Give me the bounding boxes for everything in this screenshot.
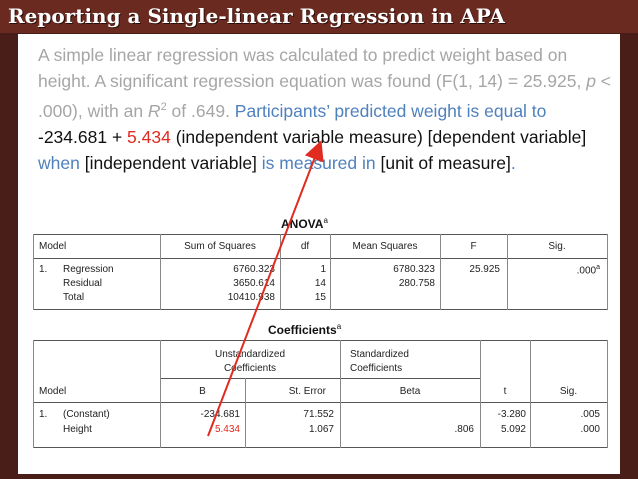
anova-sig-sup: a [596, 264, 600, 271]
anova-row-label: Residual [63, 278, 102, 289]
coef-header-beta: Beta [399, 386, 421, 397]
anova-cell-df: 14 [314, 278, 326, 289]
coef-cell-t: -3.280 [497, 409, 526, 420]
coef-group-unstd-1: Unstandardized [214, 349, 286, 360]
para-black-4: [unit of measure] [375, 152, 511, 173]
coef-group-unstd-2: Coefficients [223, 363, 277, 374]
coefficients-table: Unstandardized Coefficients Standardized… [33, 340, 608, 448]
coefficients-title-text: Coefficients [268, 323, 337, 337]
slide-panel: A simple linear regression was calculate… [18, 34, 620, 474]
para-text-1: A simple linear regression was calculate… [38, 45, 587, 91]
para-r-sup: 2 [160, 101, 167, 113]
coef-header-sig: Sig. [559, 386, 578, 397]
arrow-line [207, 140, 324, 437]
anova-cell-ss: 10410.938 [227, 292, 275, 303]
coef-cell-b-highlight: 5.434 [214, 424, 240, 435]
para-blue-2: when [38, 152, 80, 173]
slide-title: Reporting a Single-linear Regression in … [8, 4, 505, 28]
coef-header-model: Model [39, 386, 67, 397]
anova-cell-ms: 280.758 [398, 278, 435, 289]
coef-row-label: (Constant) [63, 409, 110, 420]
anova-header-ms: Mean Squares [352, 241, 418, 252]
anova-cell-sig: .000a [577, 264, 600, 276]
anova-cell-ms: 6780.323 [393, 264, 435, 275]
anova-cell-df: 1 [320, 264, 326, 275]
para-blue-4: . [510, 152, 516, 173]
para-text-3: of .649. [166, 100, 235, 121]
coef-header-t: t [503, 386, 507, 397]
summary-paragraph: A simple linear regression was calculate… [38, 42, 614, 176]
coef-cell-b: -234.681 [200, 409, 240, 420]
anova-header-ss: Sum of Squares [184, 241, 256, 252]
coef-cell-se: 71.552 [303, 409, 334, 420]
anova-cell-ss: 3650.614 [233, 278, 275, 289]
para-black-3: [independent variable] [79, 152, 262, 173]
para-blue-3: is measured in [261, 152, 376, 173]
highlight-arrow [207, 140, 324, 437]
coef-cell-se: 1.067 [308, 424, 334, 435]
anova-header-sig: Sig. [548, 241, 566, 252]
coef-cell-t: 5.092 [500, 424, 526, 435]
para-black-2: (independent variable measure) [dependen… [170, 126, 587, 147]
anova-row-label: Regression [63, 264, 114, 275]
anova-header-f: F [470, 241, 477, 252]
anova-header-df: df [300, 241, 310, 252]
anova-cell-df: 15 [314, 292, 326, 303]
coef-header-se: St. Error [288, 386, 326, 397]
anova-row-label: Total [63, 292, 85, 303]
coef-cell-sig: .000 [580, 424, 600, 435]
anova-cell-f: 25.925 [469, 264, 500, 275]
para-blue-1: Participants’ predicted weight is equal … [234, 100, 547, 121]
para-p-symbol: p [586, 71, 596, 91]
coef-header-b: B [199, 386, 206, 397]
coef-cell-sig: .005 [580, 409, 600, 420]
para-coef-highlight: 5.434 [127, 126, 171, 147]
anova-table: Model Sum of Squares df Mean Squares F S… [33, 234, 608, 310]
anova-title-sup: a [323, 216, 328, 225]
para-text-2: < .000), with an [38, 71, 612, 121]
coef-row-label: Height [63, 424, 92, 435]
coefficients-title: Coefficientsa [268, 322, 341, 337]
anova-sig-value: .000 [576, 265, 597, 277]
anova-cell-ss: 6760.323 [233, 264, 275, 275]
title-bar: Reporting a Single-linear Regression in … [0, 0, 638, 33]
anova-header-model: Model [39, 241, 67, 252]
coef-group-std-1: Standardized [350, 349, 409, 360]
coef-group-std-2: Coefficients [350, 363, 403, 374]
coef-cell-beta: .806 [454, 424, 474, 435]
coef-model-number: 1. [39, 409, 48, 420]
para-r-symbol: R [147, 100, 161, 121]
para-black-1: -234.681 + [38, 126, 128, 147]
coefficients-title-sup: a [336, 322, 342, 331]
anova-model-number: 1. [39, 264, 48, 275]
